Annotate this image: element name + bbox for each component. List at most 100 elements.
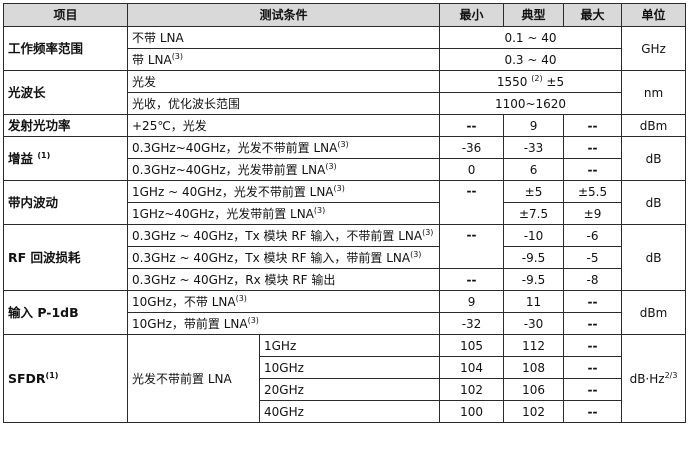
condition-cell: 1GHz~40GHz，光发带前置 LNA(3) xyxy=(126,202,441,225)
condition-cell: 光发 xyxy=(126,70,441,93)
spec-table: 项目 测试条件 最小 典型 最大 单位 工作频率范围 不带 LNA 0.1 ~ … xyxy=(3,3,687,423)
row-label-freq-range: 工作频率范围 xyxy=(3,26,128,71)
typ-cell: 102 xyxy=(503,400,565,423)
freq-cell: 1GHz xyxy=(258,334,441,357)
typ-cell: 11 xyxy=(503,290,565,313)
table-row: RF 回波损耗 0.3GHz ~ 40GHz，Tx 模块 RF 输入，不带前置 … xyxy=(3,224,687,291)
condition-cell: 0.3GHz~40GHz，光发带前置 LNA(3) xyxy=(126,158,441,181)
footnote-ref: (3) xyxy=(333,183,345,193)
condition-cell: 1GHz ~ 40GHz，光发不带前置 LNA(3) xyxy=(126,180,441,203)
unit-cell: nm xyxy=(621,70,687,115)
max-cell: -5 xyxy=(563,246,623,269)
max-cell: -6 xyxy=(563,224,623,247)
min-cell: -- xyxy=(439,224,505,269)
typ-cell: -9.5 xyxy=(503,268,565,291)
max-cell: -- xyxy=(563,334,623,357)
max-cell: -- xyxy=(563,356,623,379)
footnote-ref: (3) xyxy=(325,161,337,171)
row-label-return-loss: RF 回波损耗 xyxy=(3,224,128,291)
table-row: 输入 P-1dB 10GHz，不带 LNA(3) 9 11 -- dBm xyxy=(3,290,687,335)
condition-cell: 光收，优化波长范围 xyxy=(126,92,441,115)
header-item: 项目 xyxy=(3,3,128,27)
min-cell: -36 xyxy=(439,136,505,159)
table-row: 工作频率范围 不带 LNA 0.1 ~ 40 GHz xyxy=(3,26,687,71)
typ-cell: 0.3 ~ 40 xyxy=(439,48,623,71)
max-cell: -- xyxy=(563,158,623,181)
condition-cell: 带 LNA(3) xyxy=(126,48,441,71)
typ-cell: 0.1 ~ 40 xyxy=(439,26,623,49)
header-unit: 单位 xyxy=(621,3,687,27)
min-cell: 105 xyxy=(439,334,505,357)
typ-cell: -33 xyxy=(503,136,565,159)
unit-cell: dBm xyxy=(621,290,687,335)
unit-cell: dB xyxy=(621,180,687,225)
typ-cell: 112 xyxy=(503,334,565,357)
typ-cell: 1550 (2) ±5 xyxy=(439,70,623,93)
table-row: 10GHz 104 108 -- xyxy=(4,356,686,379)
unit-cell: dB xyxy=(621,224,687,291)
typ-cell: 106 xyxy=(503,378,565,401)
table-row: 带 LNA(3) 0.3 ~ 40 xyxy=(4,48,686,71)
row-label-ripple: 带内波动 xyxy=(3,180,128,225)
table-row: 10GHz，带前置 LNA(3) -32 -30 -- xyxy=(4,312,686,335)
typ-cell: 9 xyxy=(503,114,565,137)
condition-cell: 不带 LNA xyxy=(126,26,441,49)
footnote-ref: (1) xyxy=(45,370,59,380)
footnote-ref: (3) xyxy=(171,51,184,61)
freq-cell: 20GHz xyxy=(258,378,441,401)
table-row: 0.3GHz~40GHz，光发带前置 LNA(3) 0 6 -- xyxy=(4,158,686,181)
row-label-wavelength: 光波长 xyxy=(3,70,128,115)
condition-cell: 0.3GHz~40GHz，光发不带前置 LNA(3) xyxy=(126,136,441,159)
typ-cell: 108 xyxy=(503,356,565,379)
condition-cell: 0.3GHz ~ 40GHz，Tx 模块 RF 输入，不带前置 LNA(3) xyxy=(126,224,441,247)
table-row: 光收，优化波长范围 1100~1620 xyxy=(4,92,686,115)
row-label-p1db: 输入 P-1dB xyxy=(3,290,128,335)
freq-cell: 40GHz xyxy=(258,400,441,423)
condition-cell: 10GHz，带前置 LNA(3) xyxy=(126,312,441,335)
min-cell: 104 xyxy=(439,356,505,379)
row-label-sfdr: SFDR(1) xyxy=(3,334,128,423)
table-row: 40GHz 100 102 -- xyxy=(4,400,686,423)
typ-cell: -9.5 xyxy=(503,246,565,269)
header-min: 最小 xyxy=(439,3,505,27)
max-cell: -- xyxy=(563,290,623,313)
footnote-ref: (3) xyxy=(235,293,247,303)
max-cell: -- xyxy=(563,114,623,137)
typ-cell: -10 xyxy=(503,224,565,247)
footnote-ref: (3) xyxy=(313,205,326,215)
min-cell: -- xyxy=(439,114,505,137)
footnote-ref: (2) xyxy=(531,73,543,83)
condition-cell: +25℃，光发 xyxy=(126,114,441,137)
typ-cell: -30 xyxy=(503,312,565,335)
max-cell: -- xyxy=(563,312,623,335)
typ-cell: 1100~1620 xyxy=(439,92,623,115)
table-row: 发射光功率 +25℃，光发 -- 9 -- dBm xyxy=(3,114,687,137)
footnote-ref: (3) xyxy=(337,139,349,149)
footnote-ref: (1) xyxy=(37,150,51,160)
typ-cell: 6 xyxy=(503,158,565,181)
unit-cell: GHz xyxy=(621,26,687,71)
footnote-ref: (3) xyxy=(410,249,422,259)
min-cell: 100 xyxy=(439,400,505,423)
min-cell: 0 xyxy=(439,158,505,181)
condition-cell: 光发不带前置 LNA xyxy=(127,334,260,423)
table-row: 0.3GHz ~ 40GHz，Tx 模块 RF 输入，带前置 LNA(3) -9… xyxy=(4,246,686,269)
min-cell: -- xyxy=(439,180,505,225)
max-cell: -- xyxy=(563,378,623,401)
min-cell: -32 xyxy=(439,312,505,335)
typ-cell: ±5 xyxy=(503,180,565,203)
footnote-ref: (3) xyxy=(422,227,434,237)
table-row: 光波长 光发 1550 (2) ±5 nm xyxy=(3,70,687,115)
header-condition: 测试条件 xyxy=(126,3,441,27)
table-row: SFDR(1) 光发不带前置 LNA 1GHz 105 112 -- dB·Hz… xyxy=(3,334,687,423)
unit-cell: dB·Hz2/3 xyxy=(621,334,687,423)
header-typ: 典型 xyxy=(503,3,565,27)
max-cell: -- xyxy=(563,400,623,423)
max-cell: -8 xyxy=(563,268,623,291)
condition-cell: 0.3GHz ~ 40GHz，Tx 模块 RF 输入，带前置 LNA(3) xyxy=(126,246,441,269)
footnote-ref: (3) xyxy=(247,315,259,325)
header-row: 项目 测试条件 最小 典型 最大 单位 xyxy=(3,3,687,27)
table-row: 带内波动 1GHz ~ 40GHz，光发不带前置 LNA(3) -- ±5 ±5… xyxy=(3,180,687,225)
typ-cell: ±7.5 xyxy=(503,202,565,225)
freq-cell: 10GHz xyxy=(258,356,441,379)
